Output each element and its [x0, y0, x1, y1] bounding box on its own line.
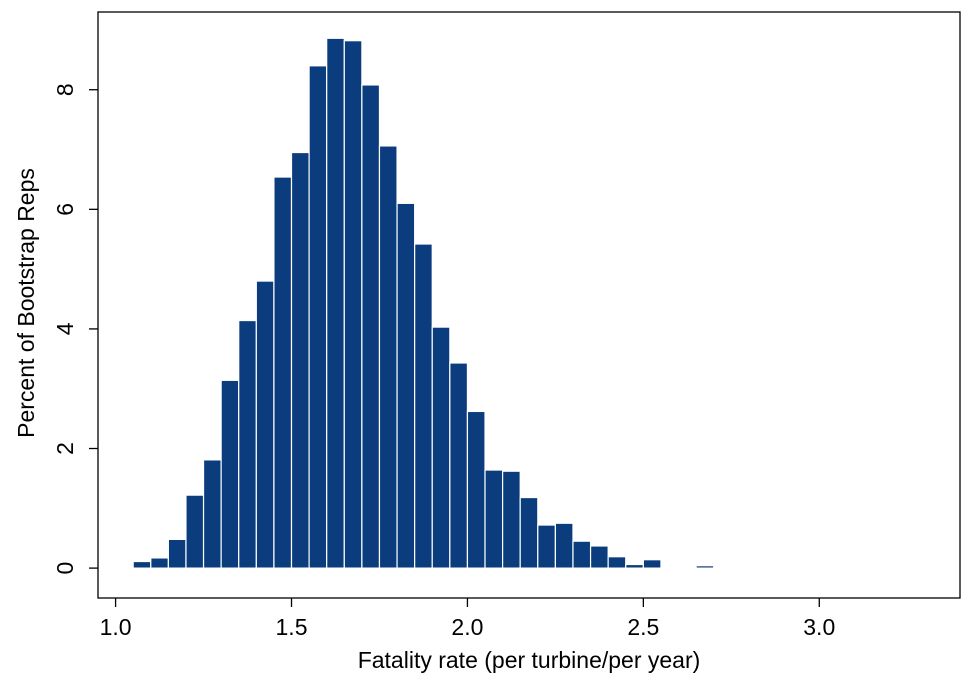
y-tick-label: 0	[52, 562, 78, 575]
histogram-bar	[255, 280, 275, 569]
histogram-bar	[484, 469, 504, 569]
histogram-bar	[220, 379, 240, 569]
histogram-bar	[273, 176, 293, 569]
y-tick-label: 2	[52, 442, 78, 455]
histogram-bar	[378, 145, 398, 569]
x-tick-label: 2.0	[451, 614, 483, 640]
histogram-bar	[677, 566, 697, 569]
histogram-bar	[150, 557, 169, 569]
histogram-bar	[202, 459, 222, 569]
histogram-bar	[167, 538, 187, 569]
x-tick-label: 2.5	[627, 614, 659, 640]
y-axis: 0 2 4 6 8	[52, 83, 98, 575]
y-axis-title: Percent of Bootstrap Reps	[13, 168, 39, 438]
histogram-bar	[326, 37, 345, 569]
x-axis: 1.0 1.5 2.0 2.5 3.0	[100, 598, 835, 640]
histogram-bar	[431, 326, 451, 569]
histogram-bar	[589, 545, 609, 569]
histogram-bar	[290, 151, 310, 569]
histogram-bar	[502, 470, 521, 569]
y-tick-label: 6	[52, 203, 78, 216]
histogram-bar	[414, 243, 433, 569]
histogram-bar	[519, 496, 539, 569]
histogram-bar	[466, 410, 486, 569]
x-tick-label: 3.0	[803, 614, 835, 640]
histogram-bar	[132, 560, 152, 569]
plot-area-frame	[97, 11, 961, 599]
bars-layer	[114, 37, 715, 569]
x-axis-title: Fatality rate (per turbine/per year)	[358, 647, 701, 673]
histogram-bar	[642, 559, 662, 569]
histogram-bar	[343, 40, 363, 569]
x-tick-label: 1.5	[276, 614, 308, 640]
histogram-bar	[625, 563, 644, 569]
histogram-bar	[238, 319, 257, 569]
histogram-bar	[572, 540, 592, 569]
y-tick-label: 4	[52, 322, 78, 335]
y-tick-label: 8	[52, 83, 78, 96]
histogram-bar	[361, 84, 381, 569]
histogram-bar	[449, 362, 469, 569]
histogram-bar	[607, 556, 627, 569]
histogram-bar	[396, 202, 416, 569]
histogram-bar	[185, 494, 205, 569]
histogram-bar	[554, 522, 574, 569]
histogram-bar	[114, 566, 134, 569]
x-tick-label: 1.0	[100, 614, 132, 640]
histogram-bar	[695, 565, 715, 569]
histogram-bar	[308, 65, 328, 569]
histogram-bar	[537, 524, 556, 569]
